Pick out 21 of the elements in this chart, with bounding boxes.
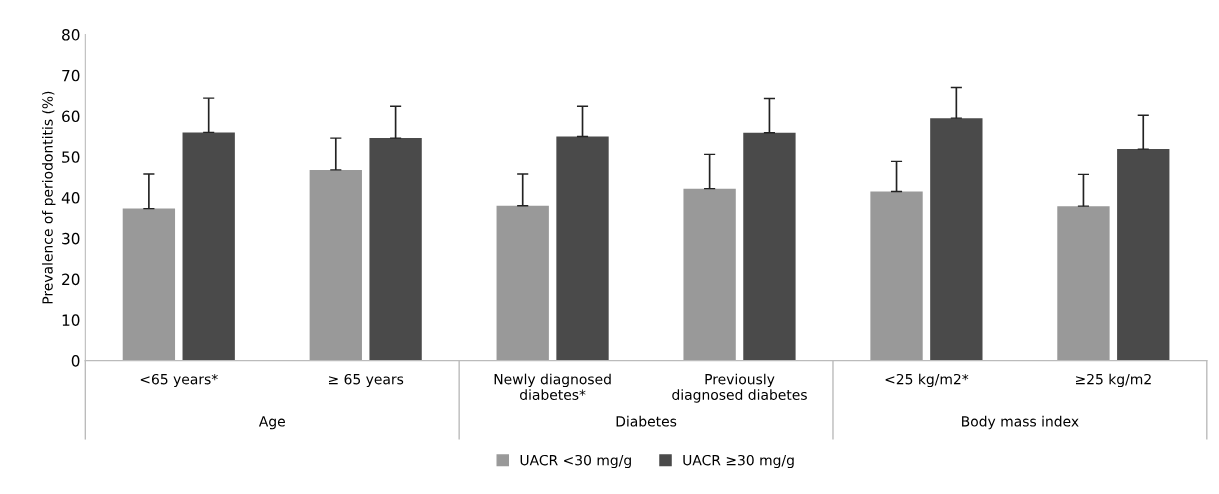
y-axis-title: Prevalence of periodontitis (%) [42, 91, 56, 304]
y-tick-label: 30 [62, 232, 80, 245]
legend-label: UACR <30 mg/g [520, 454, 631, 469]
x-tick-label: Newly diagnosed diabetes* [494, 373, 611, 400]
text: Body mass index [962, 415, 1079, 430]
y-tick-label: 60 [62, 110, 80, 123]
y-tick-label: 10 [62, 314, 80, 326]
x-tick-label: Previously diagnosed diabetes [672, 373, 807, 403]
text: Age [258, 416, 285, 430]
x-tick-label: <25 kg/m2* [885, 373, 969, 388]
x-tick-label: ≥ 65 years [328, 373, 404, 388]
text: Diabetes [616, 415, 677, 427]
y-tick-label: 70 [62, 69, 80, 82]
x-tick-label: <65 years* [140, 373, 218, 388]
y-tick-label: 80 [62, 29, 80, 41]
x-tick-label: ≥25 kg/m2 [1076, 373, 1151, 388]
y-tick-label: 20 [62, 273, 80, 286]
y-tick-label: 50 [62, 151, 80, 163]
legend-label: UACR ≥30 mg/g [683, 454, 794, 469]
y-tick-label: 40 [61, 192, 80, 204]
y-tick-label: 0 [71, 355, 80, 367]
